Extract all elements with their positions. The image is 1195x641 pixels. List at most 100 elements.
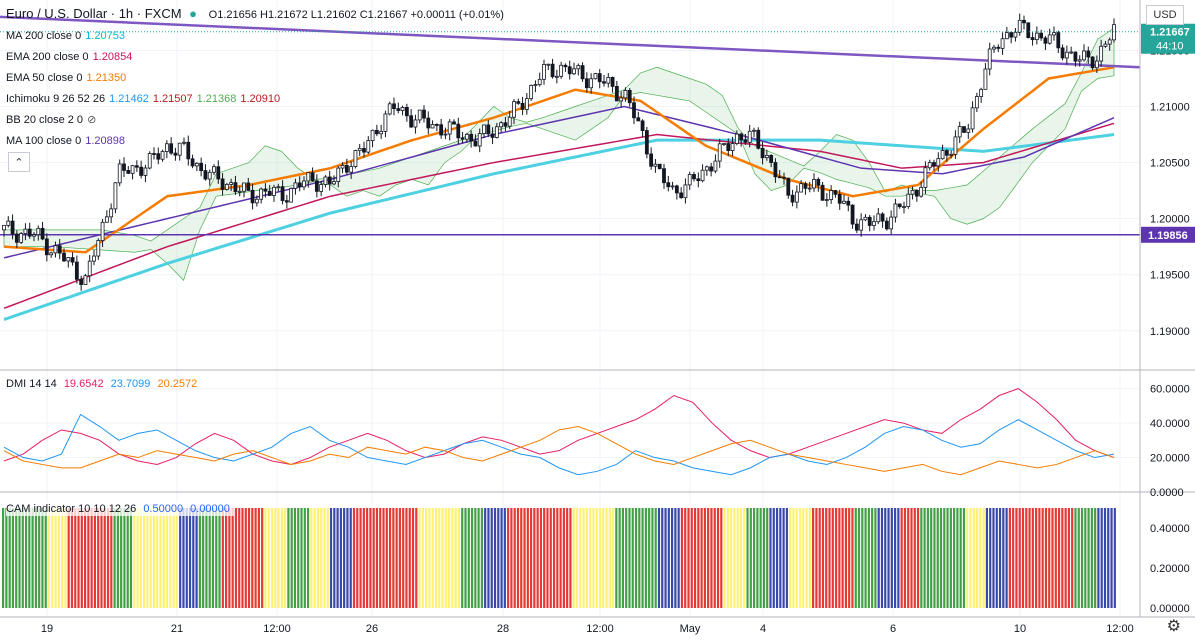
hidden-eye-icon[interactable]: ⊘ <box>87 114 97 126</box>
candle-body <box>23 228 28 234</box>
cam-bar <box>51 508 54 608</box>
candle-body <box>1107 39 1112 45</box>
candle-body <box>597 73 602 83</box>
cam-bar <box>411 508 415 608</box>
currency-unit-badge[interactable]: USD <box>1146 5 1184 25</box>
cam-bar <box>1110 508 1113 608</box>
candle-body <box>1073 51 1078 62</box>
candle-body <box>490 133 495 138</box>
symbol-title[interactable]: Euro / U.S. Dollar · 1h · FXCM <box>6 6 182 21</box>
cam-bar <box>867 508 870 608</box>
candle-body <box>1026 22 1031 38</box>
candle-body <box>254 198 259 204</box>
cam-bar <box>185 508 188 608</box>
candle-body <box>970 107 975 130</box>
cam-value-2: 0.00000 <box>190 503 230 515</box>
candle-body <box>293 182 298 189</box>
candle-body <box>636 117 641 122</box>
cam-bar <box>162 508 165 608</box>
cam-bar <box>949 508 952 608</box>
cam-bar <box>182 508 185 608</box>
cam-bar <box>1025 508 1028 608</box>
cam-bar <box>828 508 831 608</box>
cam-bar <box>156 508 159 608</box>
cam-bar <box>697 508 700 608</box>
cam-bar <box>1057 508 1061 608</box>
cam-bar <box>880 508 884 608</box>
cam-bar <box>434 508 438 608</box>
ema50-line <box>3 66 1115 254</box>
candle-body <box>653 163 658 167</box>
cam-bar <box>749 508 752 608</box>
candle-body <box>284 200 289 203</box>
cam-bar <box>831 508 834 608</box>
candle-body <box>1030 37 1035 40</box>
legend-row[interactable]: EMA 50 close 0 1.21350 <box>6 71 130 85</box>
legend-row[interactable]: EMA 200 close 0 1.20854 <box>6 50 136 64</box>
settings-gear-icon[interactable]: ⚙ <box>1166 618 1181 635</box>
candle-body <box>692 174 696 180</box>
candle-body <box>722 143 726 145</box>
legend-label: MA 200 close 0 <box>6 30 82 42</box>
candle-body <box>782 176 786 179</box>
candle-body <box>323 176 328 185</box>
cam-bar <box>743 508 746 608</box>
cam-bar <box>287 508 290 608</box>
legend-row[interactable]: BB 20 close 2 0 ⊘ <box>6 113 100 127</box>
legend-row[interactable]: Ichimoku 9 26 52 26 1.21462 1.21507 1.21368… <box>6 92 284 106</box>
cam-bar <box>615 508 618 608</box>
candle-body <box>130 165 135 174</box>
cam-bar <box>946 508 949 608</box>
cam-bar <box>225 508 228 608</box>
legend-row[interactable]: MA 100 close 0 1.20898 <box>6 134 129 148</box>
candle-body <box>1082 50 1086 61</box>
cam-bar <box>812 508 815 608</box>
candle-body <box>340 165 345 169</box>
candle-body <box>537 78 542 85</box>
cam-bar <box>202 508 205 608</box>
cam-bar <box>24 508 28 608</box>
cam-bar <box>779 508 782 608</box>
legend-row[interactable]: MA 200 close 0 1.20753 <box>6 29 129 43</box>
cam-bar <box>1054 508 1057 608</box>
cam-bar <box>936 508 939 608</box>
candle-body <box>619 97 624 102</box>
cam-bar <box>277 508 280 608</box>
cam-bar <box>605 508 608 608</box>
cam-bar <box>930 508 933 608</box>
cam-bar <box>1048 508 1051 608</box>
candle-body <box>957 126 962 138</box>
cam-bar <box>834 508 838 608</box>
cam-bar <box>680 508 684 608</box>
cam-bar <box>821 508 825 608</box>
candle-body <box>344 165 349 173</box>
candle-body <box>306 172 311 182</box>
candle-body <box>640 120 645 131</box>
candle-body <box>96 240 101 257</box>
candle-body <box>760 147 765 159</box>
cam-bar <box>431 508 434 608</box>
candle-body <box>387 103 392 115</box>
candle-body <box>542 64 546 80</box>
candle-body <box>936 158 941 167</box>
cam-bar <box>716 508 720 608</box>
cam-bar <box>490 508 493 608</box>
time-tick-label: 21 <box>171 623 183 635</box>
cam-bar <box>618 508 621 608</box>
cam-bar <box>267 508 270 608</box>
cam-bar <box>1074 508 1077 608</box>
cam-bar <box>215 508 218 608</box>
candle-body <box>164 143 169 152</box>
candle-body <box>224 184 229 190</box>
cam-bar <box>1067 508 1071 608</box>
cam-bar <box>77 508 80 608</box>
legend-label: EMA 50 close 0 <box>6 72 83 84</box>
cam-bar <box>284 508 287 608</box>
dmi-value-minus: 23.7099 <box>110 378 151 390</box>
cam-bar <box>388 508 392 608</box>
candle-body <box>747 130 752 143</box>
collapse-legend-button[interactable]: ⌃ <box>8 152 30 172</box>
cam-bar <box>97 508 100 608</box>
cam-bar <box>985 508 989 608</box>
